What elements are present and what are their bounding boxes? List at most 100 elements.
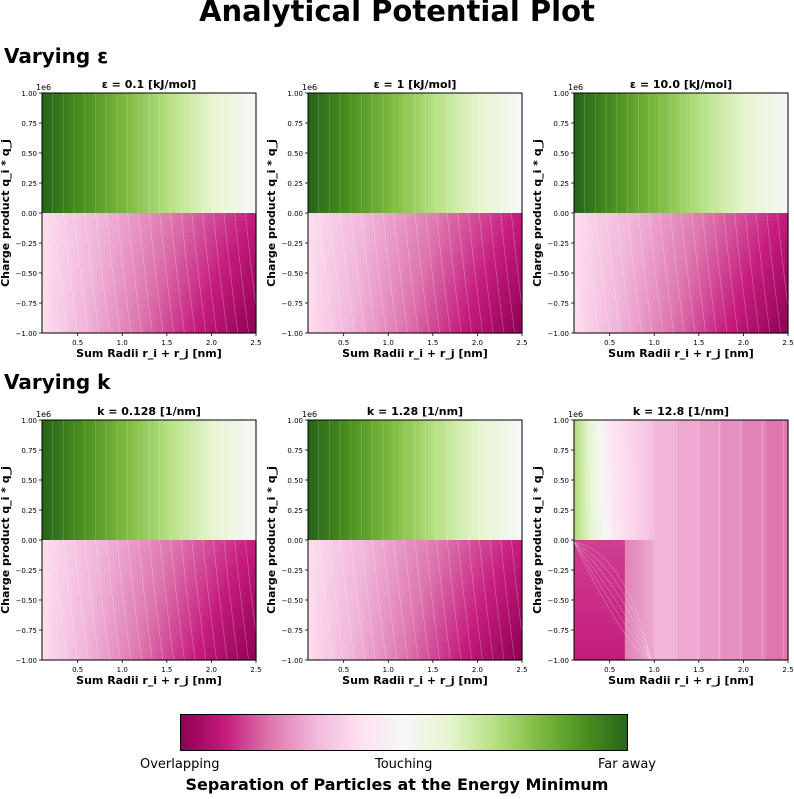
heatmap-cell <box>157 173 161 178</box>
heatmap-cell <box>100 153 105 158</box>
heatmap-cell <box>50 325 54 330</box>
heatmap-cell <box>116 217 121 222</box>
heatmap-cell <box>253 325 257 330</box>
heatmap-cell <box>116 193 121 198</box>
heatmap-cell <box>175 137 180 142</box>
heatmap-cell <box>149 109 153 114</box>
heatmap-cell <box>87 193 91 198</box>
heatmap-cell <box>253 221 257 226</box>
heatmap-cell <box>66 305 70 310</box>
heatmap-cell <box>60 205 64 210</box>
heatmap-cell <box>92 229 97 234</box>
heatmap-cell <box>170 161 174 166</box>
heatmap-cell <box>175 117 180 122</box>
heatmap-cell <box>420 93 424 98</box>
heatmap-cell <box>173 169 177 174</box>
heatmap-cell <box>181 193 185 198</box>
heatmap-cell <box>124 225 129 230</box>
heatmap-cell <box>157 241 161 246</box>
heatmap-cell <box>234 189 238 194</box>
heatmap-cell <box>234 225 238 230</box>
heatmap-cell <box>143 261 147 266</box>
heatmap-cell <box>197 105 201 110</box>
heatmap-cell <box>157 181 161 186</box>
heatmap-cell <box>189 197 193 202</box>
heatmap-cell <box>119 321 123 326</box>
heatmap-cell <box>66 129 70 134</box>
heatmap-cell <box>87 249 91 254</box>
heatmap-cell <box>181 305 185 310</box>
heatmap-cell <box>226 189 230 194</box>
heatmap-cell <box>50 97 54 102</box>
heatmap-cell <box>189 205 193 210</box>
heatmap-cell <box>237 157 241 162</box>
heatmap-cell <box>114 257 118 262</box>
heatmap-cell <box>135 285 139 290</box>
heatmap-cell <box>229 185 233 190</box>
heatmap-cell <box>76 197 81 202</box>
heatmap-cell <box>218 181 222 186</box>
heatmap-cell <box>63 101 67 106</box>
heatmap-cell <box>143 265 147 270</box>
heatmap-cell <box>183 193 188 198</box>
heatmap-cell <box>127 225 131 230</box>
heatmap-cell <box>245 293 249 298</box>
heatmap-cell <box>231 273 236 278</box>
heatmap-cell <box>84 125 89 130</box>
heatmap-cell <box>218 277 222 282</box>
heatmap-cell <box>167 253 171 258</box>
heatmap-cell <box>186 321 190 326</box>
heatmap-cell <box>127 173 131 178</box>
heatmap-cell <box>250 141 254 146</box>
heatmap-cell <box>170 113 174 118</box>
heatmap-cell <box>215 157 220 162</box>
heatmap-cell <box>50 101 54 106</box>
heatmap-cell <box>215 193 220 198</box>
heatmap-cell <box>66 193 70 198</box>
heatmap-cell <box>76 153 81 158</box>
heatmap-cell <box>253 313 257 318</box>
heatmap-cell <box>106 113 110 118</box>
heatmap-cell <box>250 233 254 238</box>
heatmap-cell <box>74 265 78 270</box>
heatmap-cell <box>143 253 147 258</box>
heatmap-cell <box>154 205 158 210</box>
heatmap-cell <box>140 245 145 250</box>
heatmap-cell <box>98 105 102 110</box>
heatmap-cell <box>167 317 171 322</box>
heatmap-cell <box>90 285 94 290</box>
heatmap-cell <box>143 185 147 190</box>
heatmap-cell <box>165 217 169 222</box>
heatmap-cell <box>223 201 228 206</box>
heatmap-cell <box>205 321 209 326</box>
heatmap-cell <box>157 129 161 134</box>
heatmap-cell <box>210 125 214 130</box>
heatmap-cell <box>138 177 142 182</box>
heatmap-cell <box>234 117 238 122</box>
heatmap-cell <box>202 325 206 330</box>
heatmap-cell <box>68 181 73 186</box>
heatmap-cell <box>197 301 201 306</box>
heatmap-cell <box>181 153 185 158</box>
heatmap-cell <box>140 149 145 154</box>
heatmap-cell <box>159 285 163 290</box>
heatmap-cell <box>218 193 222 198</box>
heatmap-cell <box>245 289 249 294</box>
heatmap-cell <box>189 305 193 310</box>
heatmap-cell <box>68 277 73 282</box>
heatmap-cell <box>245 305 249 310</box>
heatmap-cell <box>90 133 94 138</box>
heatmap-cell <box>135 113 139 118</box>
heatmap-cell <box>47 205 51 210</box>
heatmap-cell <box>159 93 163 98</box>
heatmap-cell <box>197 269 201 274</box>
heatmap-cell <box>135 201 139 206</box>
heatmap-cell <box>58 221 62 226</box>
heatmap-cell <box>146 273 150 278</box>
heatmap-cell <box>170 273 174 278</box>
heatmap-cell <box>52 309 56 314</box>
heatmap-cell <box>132 125 137 130</box>
heatmap-cell <box>151 173 155 178</box>
heatmap-cell <box>60 265 64 270</box>
heatmap-cell <box>175 97 180 102</box>
